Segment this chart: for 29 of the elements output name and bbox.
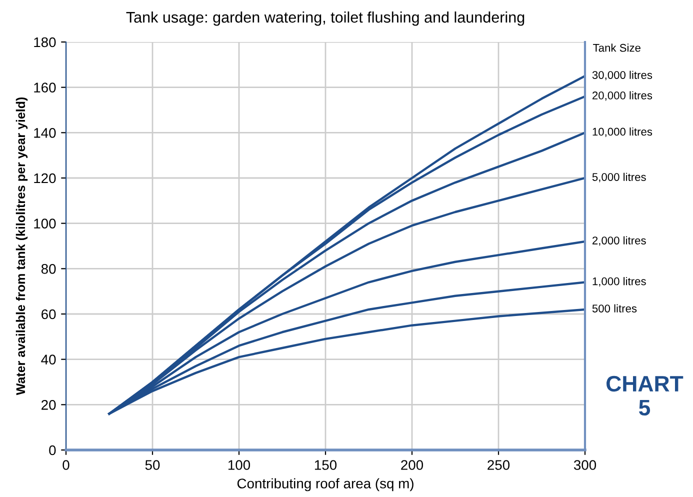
y-tick-label: 180 [34,37,56,48]
y-tick-label: 40 [41,354,56,365]
caption: CHART 5 [606,376,684,416]
x-tick-label: 300 [574,460,596,470]
y-tick-label: 120 [34,173,56,184]
y-tick-label: 80 [41,264,56,274]
y-tick-label: 160 [34,82,56,93]
x-axis-title: Contributing roof area (sq m) [237,478,414,492]
x-tick-label: 100 [228,460,250,470]
y-tick-label: 60 [42,309,56,320]
series-label: 500 litres [592,304,637,312]
legend-title: Tank Size [593,44,640,52]
x-tick-label: 200 [401,460,424,470]
series-label: 30,000 litres [592,70,652,80]
series-label: 5,000 litres [592,172,646,182]
x-tick-label: 50 [145,460,160,470]
x-tick-label: 250 [488,460,510,470]
y-tick-label: 0 [49,445,56,456]
series-label: 10,000 litres [592,127,652,137]
x-tick-label: 0 [62,460,70,470]
y-tick-label: 100 [34,218,56,229]
y-tick-label: 140 [34,128,56,138]
y-tick-label: 20 [42,400,56,410]
series-label: 2,000 litres [592,236,646,246]
y-axis-title: Water available from tank (kilolitres per year yield) [16,97,28,396]
series-label: 1,000 litres [592,277,646,287]
chart-title: Tank usage: garden watering, toilet flushing and laundering [126,11,524,26]
series-label: 20,000 litres [592,91,652,101]
x-tick-label: 150 [314,460,337,470]
